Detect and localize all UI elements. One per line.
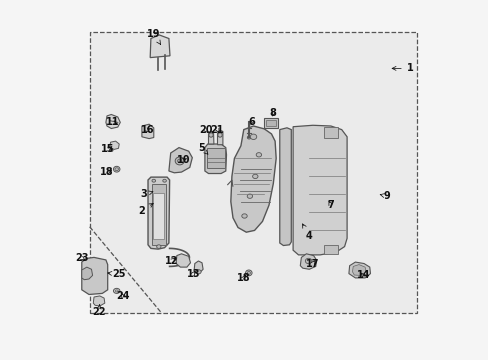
Bar [265, 120, 276, 126]
Text: 3: 3 [140, 189, 153, 199]
Polygon shape [168, 148, 192, 173]
Polygon shape [81, 257, 107, 294]
Bar [151, 184, 166, 245]
Text: 4: 4 [302, 224, 312, 241]
Ellipse shape [245, 270, 251, 276]
Text: 10: 10 [176, 155, 190, 165]
Polygon shape [106, 114, 120, 129]
Ellipse shape [163, 179, 166, 182]
Text: 18: 18 [237, 273, 250, 283]
Text: 18: 18 [100, 167, 114, 177]
Text: 11: 11 [106, 117, 120, 127]
Text: 25: 25 [108, 269, 126, 279]
Bar [89, 32, 416, 313]
Polygon shape [142, 124, 153, 139]
Ellipse shape [247, 271, 250, 274]
Text: 14: 14 [356, 270, 369, 280]
Ellipse shape [305, 258, 311, 264]
Ellipse shape [109, 149, 113, 152]
Polygon shape [348, 262, 370, 278]
Polygon shape [230, 126, 276, 232]
Text: 6: 6 [248, 117, 255, 127]
Text: 12: 12 [164, 256, 178, 266]
Text: 15: 15 [101, 144, 114, 154]
Text: 13: 13 [186, 269, 200, 279]
Text: 17: 17 [305, 258, 319, 269]
Polygon shape [352, 265, 366, 275]
Ellipse shape [175, 157, 184, 165]
Text: 19: 19 [147, 29, 160, 45]
Text: 23: 23 [75, 253, 88, 263]
Bar [323, 245, 337, 254]
Ellipse shape [115, 290, 118, 292]
Ellipse shape [256, 153, 261, 157]
Text: 1: 1 [391, 63, 413, 73]
Text: 7: 7 [327, 200, 334, 210]
Polygon shape [300, 254, 316, 269]
Ellipse shape [247, 136, 250, 139]
Text: 5: 5 [198, 143, 207, 154]
Polygon shape [150, 35, 170, 58]
Ellipse shape [208, 133, 213, 137]
Polygon shape [279, 128, 291, 246]
Bar [323, 127, 337, 138]
Text: 21: 21 [210, 125, 224, 135]
Bar [153, 193, 164, 239]
Text: 24: 24 [116, 291, 129, 301]
Ellipse shape [247, 194, 252, 198]
Text: 16: 16 [140, 125, 154, 135]
Polygon shape [292, 125, 346, 255]
Polygon shape [204, 144, 226, 174]
Ellipse shape [250, 134, 256, 139]
Polygon shape [194, 261, 203, 273]
Ellipse shape [115, 168, 118, 171]
Polygon shape [208, 131, 213, 144]
Text: 9: 9 [380, 191, 389, 201]
Text: 20: 20 [199, 125, 212, 135]
Polygon shape [109, 141, 119, 149]
Ellipse shape [113, 288, 120, 293]
Polygon shape [217, 130, 223, 145]
Ellipse shape [241, 214, 247, 218]
Ellipse shape [156, 245, 161, 248]
Text: 22: 22 [92, 305, 105, 318]
Ellipse shape [113, 166, 120, 172]
Polygon shape [93, 296, 104, 306]
Ellipse shape [218, 133, 222, 137]
Ellipse shape [177, 159, 182, 163]
Bar [264, 118, 277, 128]
Polygon shape [81, 267, 92, 280]
Text: 8: 8 [269, 108, 276, 118]
Ellipse shape [195, 270, 201, 274]
Polygon shape [148, 177, 169, 249]
Ellipse shape [252, 174, 258, 179]
Text: 2: 2 [138, 203, 153, 216]
Ellipse shape [152, 179, 155, 182]
Bar [206, 148, 224, 168]
Polygon shape [176, 254, 190, 267]
